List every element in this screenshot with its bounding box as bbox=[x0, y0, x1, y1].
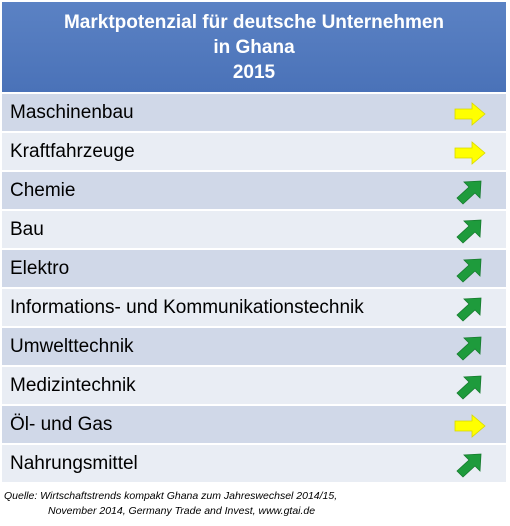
green-up-right-arrow-icon bbox=[456, 336, 482, 361]
sector-label: Chemie bbox=[10, 179, 76, 201]
table-row: Elektro bbox=[2, 250, 506, 287]
table-row: Maschinenbau bbox=[2, 94, 506, 131]
sector-label: Medizintechnik bbox=[10, 374, 136, 396]
sector-label: Maschinenbau bbox=[10, 101, 134, 123]
table-row: Medizintechnik bbox=[2, 367, 506, 404]
yellow-right-arrow-icon bbox=[454, 102, 486, 126]
title-line-1: Marktpotenzial für deutsche Unternehmen bbox=[63, 12, 445, 33]
table-row: Bau bbox=[2, 211, 506, 248]
title-line-3: 2015 bbox=[232, 62, 276, 83]
table-row: Öl- und Gas bbox=[2, 406, 506, 443]
table-row: Informations- und Kommunikationstechnik bbox=[2, 289, 506, 326]
table-row: Chemie bbox=[2, 172, 506, 209]
sector-label: Öl- und Gas bbox=[10, 413, 113, 435]
source-line-1: Quelle: Wirtschaftstrends kompakt Ghana … bbox=[4, 490, 338, 502]
yellow-right-arrow-icon bbox=[454, 141, 486, 165]
sector-label: Bau bbox=[10, 218, 44, 240]
green-up-right-arrow-icon bbox=[456, 219, 482, 244]
sector-label: Kraftfahrzeuge bbox=[10, 140, 135, 162]
green-up-right-arrow-icon bbox=[456, 297, 482, 322]
green-up-right-arrow-icon bbox=[456, 180, 482, 205]
market-potential-table: Marktpotenzial für deutsche Unternehmen … bbox=[2, 2, 506, 484]
source-note: Quelle: Wirtschaftstrends kompakt Ghana … bbox=[4, 489, 337, 519]
green-up-right-arrow-icon bbox=[456, 453, 482, 478]
table-row: Nahrungsmittel bbox=[2, 445, 506, 482]
green-up-right-arrow-icon bbox=[456, 258, 482, 283]
table-header: Marktpotenzial für deutsche Unternehmen … bbox=[2, 2, 506, 94]
table-row: Umwelttechnik bbox=[2, 328, 506, 365]
table-body: Maschinenbau Kraftfahrzeuge Chemie Bau Elekt… bbox=[2, 94, 506, 482]
sector-label: Informations- und Kommunikationstechnik bbox=[10, 296, 364, 318]
yellow-right-arrow-icon bbox=[454, 414, 486, 438]
title-line-2: in Ghana bbox=[213, 37, 295, 58]
green-up-right-arrow-icon bbox=[456, 375, 482, 400]
table-row: Kraftfahrzeuge bbox=[2, 133, 506, 170]
source-line-2: November 2014, Germany Trade and Invest,… bbox=[48, 505, 316, 517]
sector-label: Elektro bbox=[10, 257, 70, 279]
sector-label: Umwelttechnik bbox=[10, 335, 134, 357]
sector-label: Nahrungsmittel bbox=[10, 452, 138, 474]
